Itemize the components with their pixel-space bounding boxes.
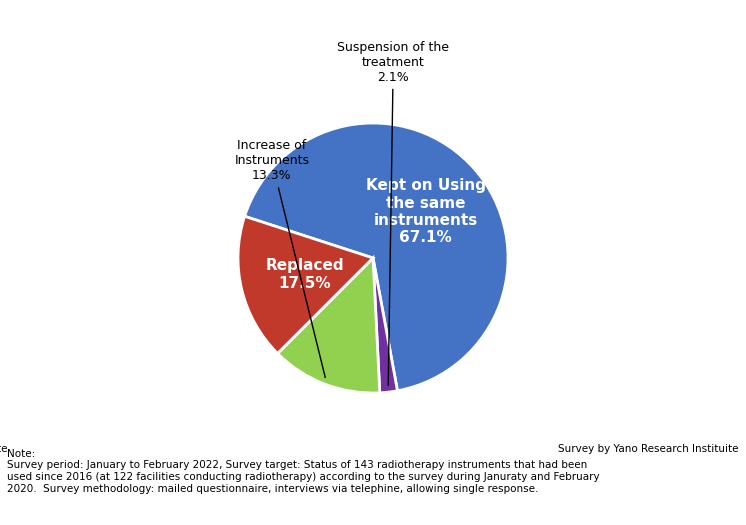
Text: Note:
Survey period: January to February 2022, Survey target: Status of 143 radi: Note: Survey period: January to February…: [7, 449, 600, 494]
Wedge shape: [245, 123, 508, 391]
Text: Kept on Using
the same
instruments
67.1%: Kept on Using the same instruments 67.1%: [366, 178, 486, 245]
Text: Survey by Yano Research Instituite: Survey by Yano Research Instituite: [0, 444, 7, 454]
Text: Suspension of the
treatment
2.1%: Suspension of the treatment 2.1%: [337, 41, 449, 385]
Wedge shape: [238, 216, 373, 353]
Wedge shape: [373, 258, 398, 393]
Wedge shape: [278, 258, 380, 393]
Text: Increase of
Instruments
13.3%: Increase of Instruments 13.3%: [234, 139, 325, 377]
Text: Replaced
17.5%: Replaced 17.5%: [266, 258, 344, 291]
Text: Survey by Yano Research Instituite: Survey by Yano Research Instituite: [558, 444, 739, 454]
